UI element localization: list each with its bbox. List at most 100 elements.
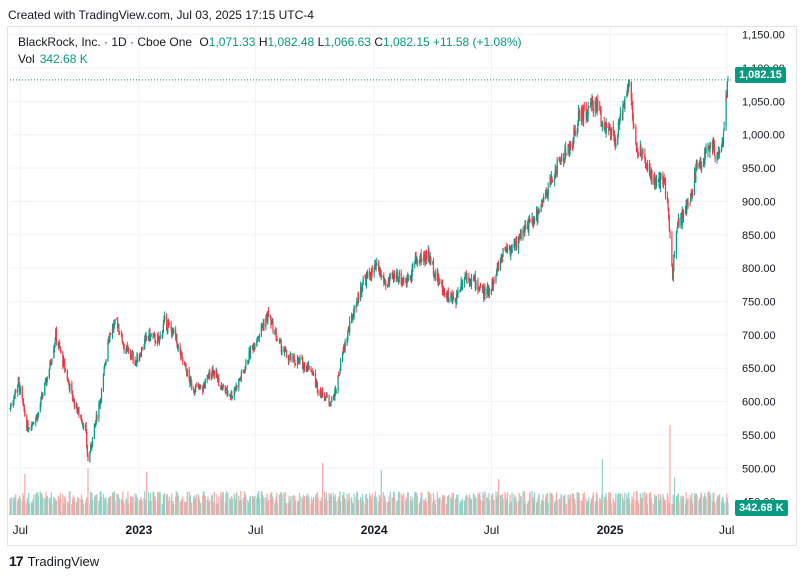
candle-body: [355, 305, 357, 309]
candle-body: [486, 289, 488, 295]
volume-bar: [392, 497, 394, 515]
candle-body: [18, 377, 20, 383]
candle-body: [298, 359, 300, 361]
candle-body: [275, 331, 277, 340]
candle-body: [474, 275, 476, 279]
candle-body: [352, 314, 354, 321]
volume-bar: [495, 491, 497, 515]
volume-bar: [184, 501, 186, 515]
candle-body: [80, 414, 82, 419]
candle-body: [168, 322, 170, 325]
volume-bar: [202, 495, 204, 515]
candle-body: [450, 295, 452, 298]
volume-bar: [265, 497, 267, 515]
candle-body: [622, 105, 625, 107]
volume-bar: [450, 498, 452, 515]
candle-body: [265, 314, 268, 318]
candle-body: [80, 417, 83, 422]
candle-body: [175, 329, 177, 337]
volume-bar: [189, 498, 191, 515]
candle-body: [262, 323, 264, 327]
volume-bar: [76, 502, 78, 515]
candle-body: [218, 377, 220, 387]
candle-body: [442, 290, 444, 294]
volume-bar: [464, 503, 466, 515]
candle-body: [72, 397, 74, 402]
volume-bar: [31, 503, 33, 515]
volume-bar: [430, 493, 432, 515]
candle-body: [609, 125, 611, 131]
volume-bar: [148, 500, 150, 515]
volume-bar: [579, 499, 581, 515]
candle-body: [369, 275, 371, 279]
candle-body: [461, 282, 463, 288]
volume-bar: [352, 503, 355, 515]
candle-body: [164, 315, 166, 320]
volume-bar: [436, 491, 438, 515]
candle-body: [285, 351, 288, 358]
volume-bar: [682, 496, 685, 515]
volume-bar: [105, 497, 107, 515]
candle-body: [280, 341, 282, 353]
volume-bar: [484, 491, 486, 515]
candle-body: [490, 289, 493, 294]
volume-bar: [567, 494, 569, 515]
candle-body: [400, 273, 402, 283]
volume-bar: [37, 495, 39, 515]
volume-bar: [293, 502, 295, 515]
candle-body: [357, 292, 359, 302]
volume-bar: [439, 497, 441, 515]
candle-body: [73, 399, 75, 403]
candle-body: [249, 350, 251, 358]
candle-body: [75, 403, 77, 409]
candle-body: [573, 128, 575, 139]
volume-bar: [696, 495, 698, 515]
volume-bar: [588, 497, 590, 515]
volume-bar: [708, 491, 710, 515]
candle-body: [389, 275, 391, 284]
candle-body: [140, 354, 142, 357]
volume-bar: [644, 491, 646, 515]
volume-bar: [334, 497, 336, 515]
candle-body: [40, 395, 43, 399]
candle-body: [338, 374, 340, 376]
candle-body: [496, 267, 498, 272]
candle-body: [135, 361, 137, 364]
volume-bar: [597, 501, 599, 515]
price-tick-label: 1,000.00: [742, 130, 785, 142]
volume-bar: [244, 491, 246, 515]
volume-bar: [62, 494, 64, 515]
volume-bar: [445, 503, 447, 515]
volume-bar: [143, 497, 145, 515]
volume-bar: [73, 499, 75, 515]
volume-bar: [586, 501, 589, 515]
candle-body: [717, 155, 719, 159]
volume-bar: [312, 499, 314, 515]
candle-body: [234, 388, 237, 390]
volume-bar: [109, 495, 112, 515]
volume-bar: [514, 503, 516, 515]
volume-bar: [617, 493, 620, 515]
volume-bar: [141, 501, 143, 515]
candle-body: [155, 341, 157, 344]
candle-body: [338, 374, 340, 376]
volume-bar: [695, 493, 698, 515]
candle-body: [245, 360, 247, 368]
volume-bar: [628, 498, 630, 515]
volume-bar: [632, 504, 634, 515]
volume-bar: [360, 496, 362, 515]
volume-bar: [405, 497, 407, 515]
volume-bar: [441, 500, 443, 515]
volume-bar: [595, 491, 598, 515]
volume-bar: [601, 495, 603, 515]
volume-bar: [479, 492, 481, 515]
candle-body: [599, 106, 601, 110]
candle-body: [488, 288, 491, 294]
candle-body: [263, 322, 265, 328]
candle-body: [303, 362, 306, 370]
candle-body: [676, 228, 678, 233]
volume-bar: [116, 493, 118, 515]
tradingview-logo[interactable]: 17 TradingView: [9, 553, 99, 569]
volume-bar: [397, 500, 399, 515]
